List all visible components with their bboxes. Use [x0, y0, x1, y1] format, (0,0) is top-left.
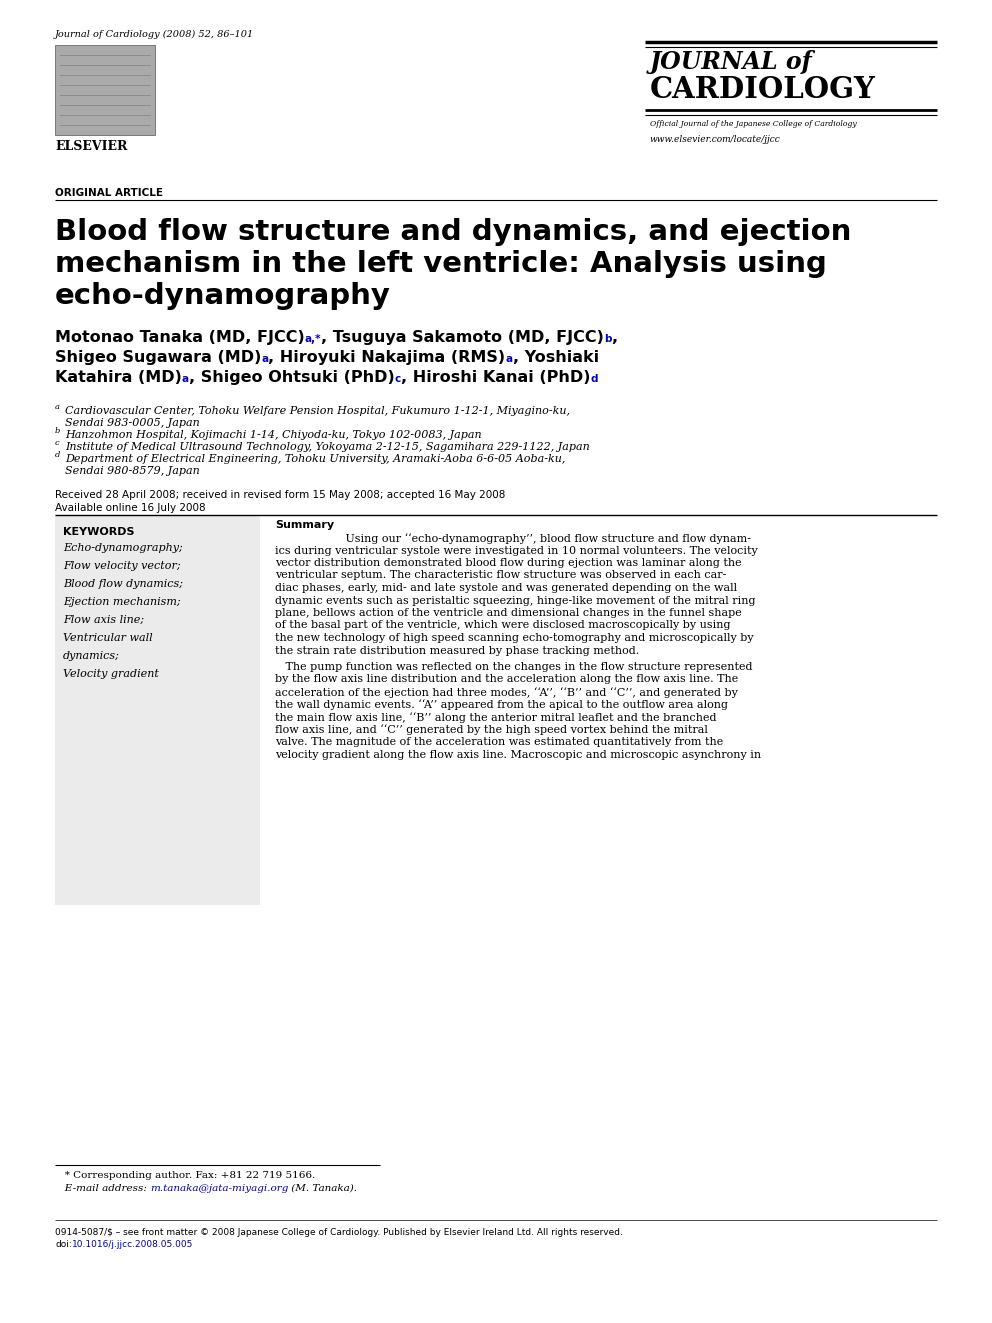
Text: the new technology of high speed scanning echo-tomography and microscopically by: the new technology of high speed scannin… — [275, 632, 754, 643]
Text: Department of Electrical Engineering, Tohoku University, Aramaki-Aoba 6-6-05 Aob: Department of Electrical Engineering, To… — [65, 454, 565, 464]
Text: KEYWORDS: KEYWORDS — [63, 527, 135, 537]
Text: velocity gradient along the flow axis line. Macroscopic and microscopic asynchro: velocity gradient along the flow axis li… — [275, 750, 761, 759]
Text: Motonao Tanaka (MD, FJCC): Motonao Tanaka (MD, FJCC) — [55, 329, 305, 345]
Text: a,*: a,* — [305, 333, 321, 344]
Text: the wall dynamic events. ‘‘A’’ appeared from the apical to the outflow area alon: the wall dynamic events. ‘‘A’’ appeared … — [275, 700, 728, 710]
Text: CARDIOLOGY: CARDIOLOGY — [650, 75, 876, 105]
Text: c: c — [55, 439, 60, 447]
Text: by the flow axis line distribution and the acceleration along the flow axis line: by the flow axis line distribution and t… — [275, 675, 738, 684]
Text: c: c — [395, 374, 401, 384]
Text: Journal of Cardiology (2008) 52, 86–101: Journal of Cardiology (2008) 52, 86–101 — [55, 30, 254, 40]
Text: 0914-5087/$ – see front matter © 2008 Japanese College of Cardiology. Published : 0914-5087/$ – see front matter © 2008 Ja… — [55, 1228, 623, 1237]
Text: The pump function was reflected on the changes in the flow structure represented: The pump function was reflected on the c… — [275, 662, 753, 672]
Text: Sendai 980-8579, Japan: Sendai 980-8579, Japan — [65, 466, 199, 476]
Text: Flow axis line;: Flow axis line; — [63, 615, 144, 624]
Text: Flow velocity vector;: Flow velocity vector; — [63, 561, 181, 572]
Text: valve. The magnitude of the acceleration was estimated quantitatively from the: valve. The magnitude of the acceleration… — [275, 737, 723, 747]
Text: Velocity gradient: Velocity gradient — [63, 669, 159, 679]
Text: Sendai 983-0005, Japan: Sendai 983-0005, Japan — [65, 418, 199, 429]
Text: flow axis line, and ‘‘C’’ generated by the high speed vortex behind the mitral: flow axis line, and ‘‘C’’ generated by t… — [275, 725, 708, 736]
Text: dynamics;: dynamics; — [63, 651, 120, 662]
Text: Blood flow structure and dynamics, and ejection: Blood flow structure and dynamics, and e… — [55, 218, 851, 246]
Text: vector distribution demonstrated blood flow during ejection was laminar along th: vector distribution demonstrated blood f… — [275, 558, 742, 568]
Text: diac phases, early, mid- and late systole and was generated depending on the wal: diac phases, early, mid- and late systol… — [275, 583, 737, 593]
Text: ELSEVIER: ELSEVIER — [55, 140, 127, 153]
Text: (M. Tanaka).: (M. Tanaka). — [289, 1184, 357, 1193]
Text: a: a — [55, 404, 60, 411]
Text: ORIGINAL ARTICLE: ORIGINAL ARTICLE — [55, 188, 163, 198]
Text: 10.1016/j.jjcc.2008.05.005: 10.1016/j.jjcc.2008.05.005 — [71, 1240, 193, 1249]
Text: m.tanaka@jata-miyagi.org: m.tanaka@jata-miyagi.org — [150, 1184, 289, 1193]
Text: ventricular septum. The characteristic flow structure was observed in each car-: ventricular septum. The characteristic f… — [275, 570, 726, 581]
Text: Blood flow dynamics;: Blood flow dynamics; — [63, 579, 183, 589]
Text: ics during ventricular systole were investigated in 10 normal volunteers. The ve: ics during ventricular systole were inve… — [275, 545, 758, 556]
Text: acceleration of the ejection had three modes, ‘‘A’’, ‘‘B’’ and ‘‘C’’, and genera: acceleration of the ejection had three m… — [275, 687, 738, 697]
Text: doi:: doi: — [55, 1240, 71, 1249]
Text: doi:: doi: — [55, 1240, 71, 1249]
Text: of the basal part of the ventricle, which were disclosed macroscopically by usin: of the basal part of the ventricle, whic… — [275, 620, 730, 631]
Text: , Tsuguya Sakamoto (MD, FJCC): , Tsuguya Sakamoto (MD, FJCC) — [321, 329, 604, 345]
Text: Hanzohmon Hospital, Kojimachi 1-14, Chiyoda-ku, Tokyo 102-0083, Japan: Hanzohmon Hospital, Kojimachi 1-14, Chiy… — [65, 430, 482, 441]
Text: * Corresponding author. Fax: +81 22 719 5166.: * Corresponding author. Fax: +81 22 719 … — [55, 1171, 315, 1180]
FancyBboxPatch shape — [55, 45, 155, 135]
Text: Using our ‘‘echo-dynamography’’, blood flow structure and flow dynam-: Using our ‘‘echo-dynamography’’, blood f… — [335, 533, 751, 544]
Text: JOURNAL of: JOURNAL of — [650, 50, 812, 74]
Text: Ejection mechanism;: Ejection mechanism; — [63, 597, 181, 607]
Text: Institute of Medical Ultrasound Technology, Yokoyama 2-12-15, Sagamihara 229-112: Institute of Medical Ultrasound Technolo… — [65, 442, 590, 452]
Text: a: a — [506, 355, 513, 364]
Text: d: d — [590, 374, 598, 384]
Text: plane, bellows action of the ventricle and dimensional changes in the funnel sha: plane, bellows action of the ventricle a… — [275, 609, 742, 618]
Text: mechanism in the left ventricle: Analysis using: mechanism in the left ventricle: Analysi… — [55, 250, 827, 278]
Text: dynamic events such as peristaltic squeezing, hinge-like movement of the mitral : dynamic events such as peristaltic squee… — [275, 595, 756, 606]
Text: b: b — [604, 333, 612, 344]
Text: E-mail address:: E-mail address: — [55, 1184, 150, 1193]
Text: , Hiroshi Kanai (PhD): , Hiroshi Kanai (PhD) — [401, 370, 590, 385]
Text: Shigeo Sugawara (MD): Shigeo Sugawara (MD) — [55, 351, 261, 365]
Text: , Shigeo Ohtsuki (PhD): , Shigeo Ohtsuki (PhD) — [189, 370, 395, 385]
Text: Cardiovascular Center, Tohoku Welfare Pension Hospital, Fukumuro 1-12-1, Miyagin: Cardiovascular Center, Tohoku Welfare Pe… — [65, 406, 570, 415]
Text: ,: , — [612, 329, 618, 345]
Text: Received 28 April 2008; received in revised form 15 May 2008; accepted 16 May 20: Received 28 April 2008; received in revi… — [55, 490, 505, 500]
FancyBboxPatch shape — [55, 515, 260, 905]
Text: d: d — [55, 451, 61, 459]
Text: , Yoshiaki: , Yoshiaki — [513, 351, 599, 365]
Text: Official Journal of the Japanese College of Cardiology: Official Journal of the Japanese College… — [650, 120, 857, 128]
Text: Available online 16 July 2008: Available online 16 July 2008 — [55, 503, 205, 513]
Text: b: b — [55, 427, 61, 435]
Text: E-mail address:: E-mail address: — [55, 1184, 150, 1193]
Text: Katahira (MD): Katahira (MD) — [55, 370, 182, 385]
Text: a: a — [182, 374, 189, 384]
Text: echo-dynamography: echo-dynamography — [55, 282, 391, 310]
Text: the main flow axis line, ‘‘B’’ along the anterior mitral leaflet and the branche: the main flow axis line, ‘‘B’’ along the… — [275, 712, 716, 722]
Text: the strain rate distribution measured by phase tracking method.: the strain rate distribution measured by… — [275, 646, 639, 655]
Text: a: a — [261, 355, 269, 364]
Text: www.elsevier.com/locate/jjcc: www.elsevier.com/locate/jjcc — [650, 135, 781, 144]
Text: Echo-dynamography;: Echo-dynamography; — [63, 542, 183, 553]
Text: Ventricular wall: Ventricular wall — [63, 632, 153, 643]
Text: , Hiroyuki Nakajima (RMS): , Hiroyuki Nakajima (RMS) — [269, 351, 506, 365]
Text: m.tanaka@jata-miyagi.org: m.tanaka@jata-miyagi.org — [150, 1184, 289, 1193]
Text: Summary: Summary — [275, 520, 334, 531]
